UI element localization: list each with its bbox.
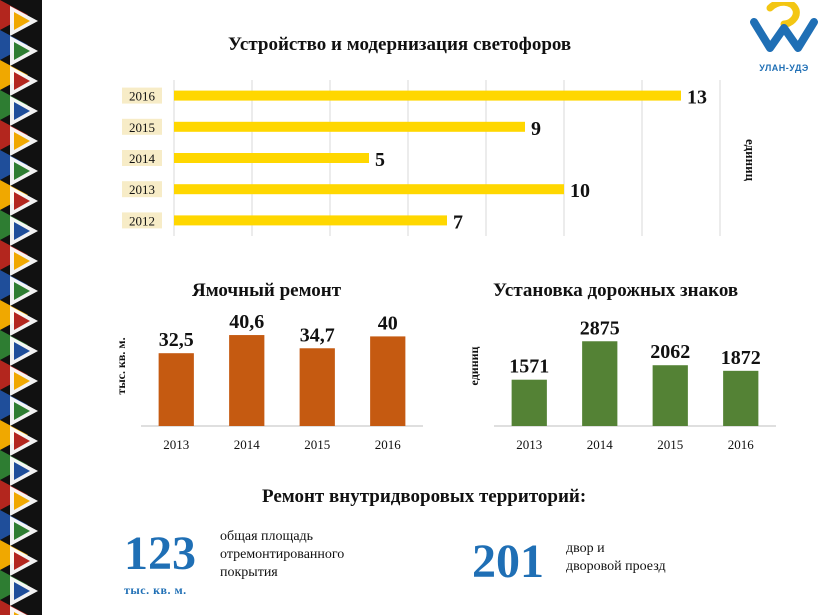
chart-3-data-label: 1571 xyxy=(509,356,549,378)
chart-1-data-label: 10 xyxy=(570,180,590,202)
city-logo: УЛАН-УДЭ xyxy=(748,0,820,73)
chart-2-axis-label: тыс. кв. м. xyxy=(114,337,128,394)
chart-1-tick-bg xyxy=(122,150,162,166)
chart-3-tick-label: 2013 xyxy=(516,437,542,452)
yards-count-desc-line-1: двор и xyxy=(566,541,605,556)
chart-2-data-label: 40 xyxy=(378,312,398,334)
yards-area-desc-line-2: отремонтированного xyxy=(220,547,345,562)
chart-1-title: Устройство и модернизация светофоров xyxy=(228,34,572,55)
chart-2-data-label: 34,7 xyxy=(300,324,335,346)
chart-3-title: Установка дорожных знаков xyxy=(493,280,739,301)
chart-2-tick-label: 2015 xyxy=(304,437,330,452)
chart-3-bar xyxy=(652,365,688,426)
chart-1-bar xyxy=(174,90,681,101)
chart-1-tick-bg xyxy=(122,181,162,198)
chart-3-bar xyxy=(723,370,759,426)
yards-area-value: 123 xyxy=(124,527,196,580)
chart-2-bar xyxy=(229,335,265,426)
chart-1-tick-bg xyxy=(122,118,162,135)
chart-2-data-label: 40,6 xyxy=(229,311,264,333)
chart-1-tick-bg xyxy=(122,212,162,229)
chart-3-bar xyxy=(582,341,618,426)
chart-1-tick-label: 2012 xyxy=(129,213,155,228)
chart-1-bar xyxy=(174,153,369,163)
yards-count-description: двор и дворовой проезд xyxy=(566,540,666,576)
chart-1-data-label: 9 xyxy=(531,118,541,140)
logo-emblem-icon xyxy=(750,0,818,52)
chart-3-tick-label: 2014 xyxy=(587,437,614,452)
chart-1-bar xyxy=(174,215,447,226)
chart-3-bar xyxy=(511,379,547,426)
chart-3-tick-label: 2016 xyxy=(728,437,755,452)
decorative-border xyxy=(0,0,42,615)
yards-area-desc-line-3: покрытия xyxy=(220,565,278,580)
logo-text: УЛАН-УДЭ xyxy=(759,63,809,73)
chart-1-tick-label: 2016 xyxy=(129,89,156,104)
chart-1-tick-bg xyxy=(122,87,162,104)
pothole-repair-chart: 32,5 2013 40,6 2014 34,7 2015 40 2016 тыс. кв. м… xyxy=(114,311,423,452)
chart-1-data-label: 7 xyxy=(453,211,463,233)
chart-3-data-label: 2875 xyxy=(580,317,620,339)
chart-2-bar xyxy=(158,353,194,426)
chart-2-bar xyxy=(370,336,406,426)
chart-1-tick-label: 2014 xyxy=(129,151,156,166)
chart-3-tick-label: 2015 xyxy=(657,437,683,452)
chart-1-data-label: 13 xyxy=(687,87,707,109)
traffic-lights-chart: 2016 13 2015 9 2014 5 2013 10 2012 7 единиц xyxy=(122,80,758,236)
chart-1-tick-label: 2013 xyxy=(129,182,155,197)
chart-2-title: Ямочный ремонт xyxy=(192,280,342,301)
yards-count-desc-line-2: дворовой проезд xyxy=(566,559,666,574)
yards-title: Ремонт внутридворовых территорий: xyxy=(262,486,587,507)
chart-1-bar xyxy=(174,121,525,132)
chart-2-data-label: 32,5 xyxy=(159,329,194,351)
chart-1-tick-label: 2015 xyxy=(129,120,155,135)
chart-2-tick-label: 2016 xyxy=(375,437,402,452)
yards-count-value: 201 xyxy=(472,535,544,588)
chart-1-axis-label: единиц xyxy=(743,139,758,182)
chart-3-data-label: 2062 xyxy=(650,341,690,363)
chart-3-axis-label: единиц xyxy=(467,346,481,385)
yards-area-unit: тыс. кв. м. xyxy=(124,583,187,597)
road-signs-chart: 1571 2013 2875 2014 2062 2015 1872 2016 единиц xyxy=(467,317,776,452)
chart-2-bar xyxy=(299,348,335,426)
yards-area-description: общая площадь отремонтированного покрыти… xyxy=(220,528,344,582)
chart-1-bar xyxy=(174,184,564,195)
yards-area-desc-line-1: общая площадь xyxy=(220,529,314,544)
chart-2-tick-label: 2013 xyxy=(163,437,189,452)
chart-3-data-label: 1872 xyxy=(721,347,761,369)
chart-2-tick-label: 2014 xyxy=(234,437,261,452)
chart-1-data-label: 5 xyxy=(375,149,385,171)
